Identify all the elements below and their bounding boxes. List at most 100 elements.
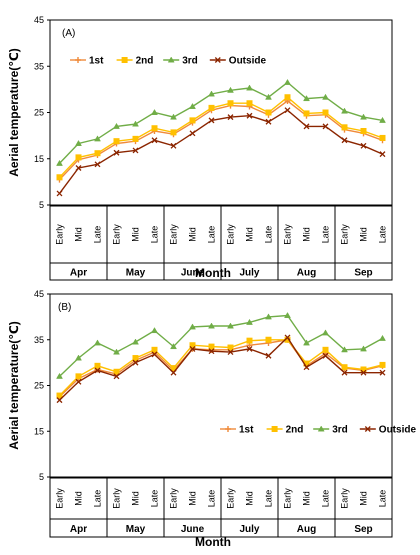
data-point xyxy=(94,362,101,369)
data-point xyxy=(189,342,196,349)
y-tick-label: 25 xyxy=(34,108,44,118)
category-label: Early xyxy=(226,224,236,245)
x-axis-title: Month xyxy=(195,266,231,280)
month-label: July xyxy=(239,268,259,279)
data-point xyxy=(265,93,272,100)
month-label: May xyxy=(126,268,146,279)
category-label: Mid xyxy=(302,227,312,242)
data-point xyxy=(94,161,101,168)
month-label: June xyxy=(181,268,205,279)
category-label: Late xyxy=(150,226,160,244)
data-point xyxy=(56,397,63,404)
data-point xyxy=(208,104,215,111)
legend-label: 2nd xyxy=(136,56,154,67)
category-label: Mid xyxy=(302,491,312,506)
plot-area xyxy=(49,19,393,206)
data-point xyxy=(94,339,101,346)
legend-marker xyxy=(121,57,128,63)
category-label: Mid xyxy=(74,491,84,506)
series-line xyxy=(58,81,383,164)
series-line xyxy=(58,96,383,178)
data-point xyxy=(322,346,329,353)
data-point xyxy=(132,359,139,366)
y-axis-title: Aerial temperature(℃) xyxy=(7,48,21,177)
data-point xyxy=(284,94,291,101)
month-label: June xyxy=(181,524,205,535)
data-point xyxy=(246,100,253,107)
data-point xyxy=(322,123,329,130)
category-label: Late xyxy=(150,490,160,508)
data-point xyxy=(322,329,329,336)
data-point xyxy=(132,338,139,345)
data-point xyxy=(208,90,215,97)
data-point xyxy=(189,117,196,124)
data-point xyxy=(360,113,367,120)
data-point xyxy=(75,378,82,385)
category-label: Late xyxy=(378,226,388,244)
chart-panel-b: 5 15 25 35 45 Early Mid Late Early Mid Late Early Mi… xyxy=(7,289,416,549)
category-label: Mid xyxy=(188,491,198,506)
data-point xyxy=(284,334,291,341)
data-point xyxy=(132,120,139,127)
series-line xyxy=(59,339,383,397)
legend-label: 2nd xyxy=(286,425,304,436)
data-point xyxy=(341,137,348,144)
data-point xyxy=(265,118,272,125)
data-point xyxy=(113,149,120,156)
y-tick-label: 15 xyxy=(34,154,44,164)
month-label: July xyxy=(239,524,259,535)
data-point xyxy=(189,345,196,352)
category-label: Early xyxy=(340,224,350,245)
data-point xyxy=(94,135,101,142)
y-tick-label: 15 xyxy=(34,426,44,436)
legend-item: 2nd xyxy=(116,56,154,67)
data-point xyxy=(303,339,310,346)
month-label: Sep xyxy=(354,268,372,279)
legend-marker xyxy=(214,57,221,63)
data-point xyxy=(322,93,329,100)
category-label: Mid xyxy=(359,491,369,506)
chart-panel-a: 5 15 25 35 45 Early Mid Late Early Mid Late Early Mi… xyxy=(7,15,393,281)
data-point xyxy=(227,86,234,93)
data-point xyxy=(227,344,234,351)
data-point xyxy=(170,113,177,120)
category-label: Mid xyxy=(131,491,141,506)
data-point xyxy=(322,352,329,359)
legend-item: 1st xyxy=(220,425,254,436)
legend-label: Outside xyxy=(229,56,267,67)
data-point xyxy=(360,369,367,376)
data-point xyxy=(227,349,234,356)
month-label: Apr xyxy=(70,268,87,279)
data-point xyxy=(189,102,196,109)
category-label: Mid xyxy=(359,227,369,242)
data-point xyxy=(113,373,120,380)
category-label: Early xyxy=(226,488,236,509)
category-label: Early xyxy=(283,224,293,245)
data-point xyxy=(284,107,291,114)
data-point xyxy=(56,159,63,166)
legend-label: 3rd xyxy=(332,425,348,436)
legend-marker xyxy=(75,57,81,63)
legend-item: 3rd xyxy=(163,56,198,67)
y-tick-label: 5 xyxy=(39,472,44,482)
data-point xyxy=(341,346,348,353)
legend-marker xyxy=(225,426,231,432)
data-point xyxy=(56,190,63,197)
series-3rd xyxy=(56,312,386,379)
y-tick-label: 45 xyxy=(34,15,44,25)
data-point xyxy=(360,345,367,352)
y-tick-label: 35 xyxy=(34,61,44,71)
data-point xyxy=(170,142,177,149)
data-point xyxy=(151,137,158,144)
legend: 1st 2nd 3rd Outside xyxy=(220,425,416,436)
legend-label: Outside xyxy=(379,425,417,436)
category-label: Mid xyxy=(245,227,255,242)
data-point xyxy=(379,116,386,123)
data-point xyxy=(151,108,158,115)
legend-label: 3rd xyxy=(182,56,198,67)
legend-label: 1st xyxy=(89,56,104,67)
category-label: Early xyxy=(283,488,293,509)
data-point xyxy=(189,323,196,330)
y-tick-label: 5 xyxy=(39,200,44,210)
